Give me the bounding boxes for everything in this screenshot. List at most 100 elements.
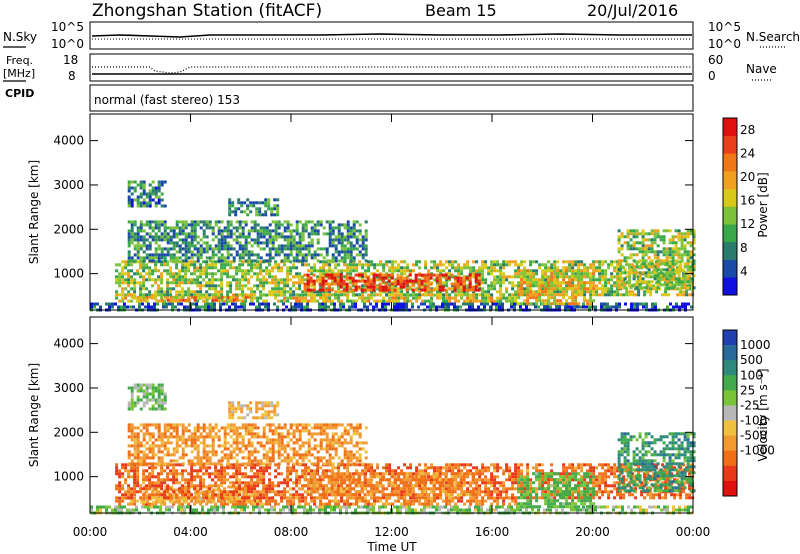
power-cell — [391, 290, 395, 294]
power-cell — [448, 299, 452, 303]
power-cell — [289, 287, 293, 291]
power-cell — [589, 287, 593, 291]
power-cell — [139, 186, 143, 190]
power-cell — [381, 276, 385, 280]
power-cell — [304, 244, 308, 248]
power-cell — [671, 277, 675, 281]
power-cell — [160, 281, 164, 285]
power-cell — [268, 223, 272, 227]
power-cell — [396, 273, 400, 277]
power-cell — [277, 223, 281, 227]
power-cell — [637, 293, 641, 297]
power-cell — [196, 256, 200, 260]
power-cell — [163, 295, 167, 299]
power-cell — [274, 253, 278, 257]
power-cell — [307, 247, 311, 251]
power-cell — [235, 226, 239, 230]
velocity-cell — [376, 499, 380, 503]
power-cell — [511, 299, 515, 303]
power-cell — [583, 290, 587, 294]
power-cell — [632, 283, 636, 287]
velocity-cell — [456, 505, 459, 509]
power-cell — [154, 241, 158, 245]
power-cell — [558, 305, 561, 309]
power-cell — [390, 276, 394, 280]
power-cell — [340, 299, 344, 303]
velocity-cell — [612, 505, 615, 509]
power-cell — [256, 260, 260, 264]
velocity-cell — [130, 502, 134, 506]
power-cell — [184, 298, 188, 302]
power-cell — [108, 302, 111, 306]
velocity-cell — [126, 508, 129, 512]
velocity-cell — [169, 487, 173, 491]
power-cell — [653, 277, 657, 281]
power-cell — [247, 256, 251, 260]
power-cell — [316, 232, 320, 236]
power-cell — [289, 293, 293, 297]
power-cell — [238, 235, 242, 239]
power-cell — [231, 302, 234, 306]
power-cell — [259, 281, 263, 285]
velocity-cell — [197, 494, 201, 498]
power-cell — [151, 296, 155, 300]
power-cell — [223, 266, 227, 270]
power-cell — [193, 295, 197, 299]
power-cell — [111, 305, 114, 309]
power-cell — [354, 273, 358, 277]
power-cell — [304, 263, 308, 267]
power-cell — [283, 235, 287, 239]
velocity-cell — [154, 493, 158, 497]
power-cell — [286, 259, 290, 263]
power-cell — [217, 269, 221, 273]
velocity-cell — [513, 508, 516, 512]
power-cell — [301, 263, 305, 267]
power-cell — [322, 263, 326, 267]
power-cell — [220, 247, 224, 251]
power-cell — [620, 271, 624, 275]
power-cell — [250, 263, 254, 267]
power-cell — [403, 269, 407, 273]
power-cell — [387, 285, 391, 289]
power-cell — [199, 281, 203, 285]
power-cell — [154, 189, 158, 193]
power-cell — [632, 247, 636, 251]
power-cell — [414, 279, 418, 283]
power-cell — [366, 276, 370, 280]
power-cell — [400, 287, 404, 291]
power-cell — [423, 279, 427, 283]
power-cell — [683, 274, 687, 278]
power-cell — [481, 290, 485, 294]
power-cell — [390, 282, 394, 286]
velocity-cell — [220, 466, 224, 470]
power-cell — [178, 232, 182, 236]
power-cell — [674, 235, 678, 239]
power-cell — [187, 235, 191, 239]
power-cell — [319, 284, 323, 288]
power-cell — [607, 281, 611, 285]
velocity-cell — [169, 472, 173, 476]
power-cell — [436, 296, 440, 300]
power-cell — [387, 273, 391, 277]
power-cell — [571, 296, 575, 300]
power-cell — [196, 296, 200, 300]
power-cell — [625, 263, 629, 267]
power-cell — [228, 305, 231, 309]
power-cell — [127, 201, 131, 205]
velocity-cell — [190, 493, 194, 497]
power-cell — [668, 271, 672, 275]
power-cell — [361, 266, 365, 270]
power-cell — [555, 305, 558, 309]
power-cell — [490, 299, 494, 303]
power-cell — [372, 285, 376, 289]
power-cell — [346, 226, 350, 230]
power-cell — [613, 260, 617, 264]
power-cell — [304, 220, 308, 224]
power-cell — [457, 269, 461, 273]
power-cell — [295, 241, 299, 245]
power-cell — [142, 223, 146, 227]
power-cell — [277, 247, 281, 251]
power-cell — [617, 268, 621, 272]
velocity-cell — [642, 508, 645, 512]
power-cell — [340, 293, 344, 297]
